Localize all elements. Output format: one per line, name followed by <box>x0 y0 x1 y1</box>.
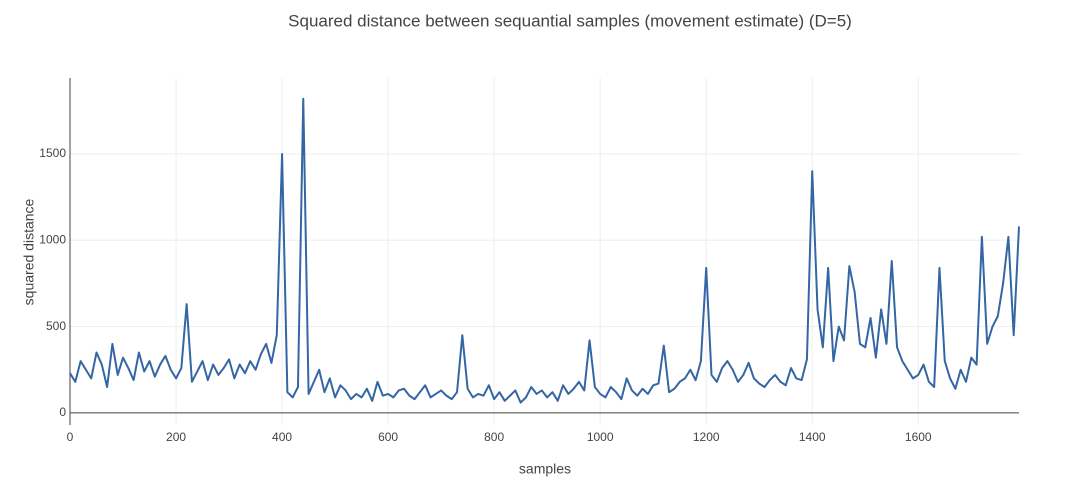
x-tick-label: 200 <box>166 430 186 444</box>
y-tick-label: 1500 <box>39 146 66 160</box>
x-tick-label: 1600 <box>905 430 932 444</box>
y-tick-label: 1000 <box>39 232 66 246</box>
y-tick-label: 0 <box>59 405 66 419</box>
x-tick-label: 0 <box>67 430 74 444</box>
data-line <box>69 97 1020 404</box>
x-tick-label: 1000 <box>587 430 614 444</box>
chart-title: Squared distance between sequantial samp… <box>288 11 852 30</box>
x-tick-label: 400 <box>272 430 292 444</box>
x-tick-label: 1400 <box>799 430 826 444</box>
x-tick-label: 800 <box>484 430 504 444</box>
x-tick-label: 1200 <box>693 430 720 444</box>
y-axis-title: squared distance <box>21 198 37 305</box>
y-tick-label: 500 <box>46 319 66 333</box>
x-axis-title: samples <box>519 461 571 477</box>
x-tick-label: 600 <box>378 430 398 444</box>
